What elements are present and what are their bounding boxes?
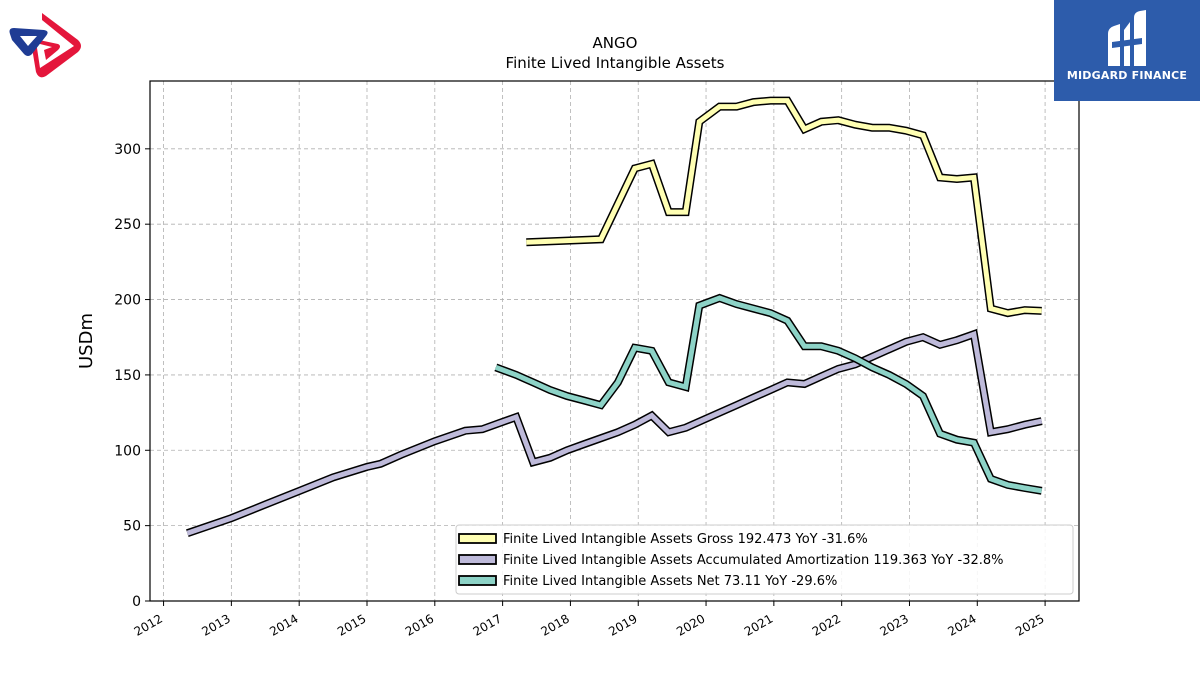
x-tick-label: 2024	[945, 611, 978, 638]
legend-box	[455, 524, 1074, 595]
y-axis: 0 50 100 150 200 250 300	[114, 142, 150, 610]
y-tick-label: 150	[114, 368, 141, 384]
series-1	[526, 96, 1042, 318]
x-tick-label: 2021	[742, 611, 775, 638]
chart-title: ANGO	[593, 34, 638, 52]
chart-subtitle: Finite Lived Intangible Assets	[506, 54, 725, 72]
x-tick-label: 2017	[471, 611, 504, 638]
x-tick-label: 2019	[606, 611, 639, 638]
legend-swatch	[458, 554, 497, 565]
x-tick-label: 2016	[403, 611, 436, 638]
x-tick-label: 2020	[674, 611, 707, 638]
legend-swatch	[458, 533, 497, 544]
left-logo-icon	[6, 10, 84, 84]
legend-label: Finite Lived Intangible Assets Accumulat…	[503, 553, 1004, 568]
y-tick-label: 50	[123, 519, 141, 535]
y-tick-label: 100	[114, 443, 141, 459]
x-tick-label: 2015	[335, 611, 368, 638]
x-axis: 2012 2013 2014 2015 2016 2017 2018 2019 2020 2021…	[132, 601, 1047, 639]
legend-label: Finite Lived Intangible Assets Gross 192…	[503, 532, 868, 547]
y-tick-label: 0	[132, 594, 141, 610]
plot-frame	[149, 80, 1080, 602]
series-outline	[526, 96, 1042, 318]
series-line	[186, 330, 1043, 536]
y-tick-label: 200	[114, 293, 141, 309]
y-tick-label: 250	[114, 217, 141, 233]
brand-logo: MIDGARD FINANCE	[1054, 0, 1200, 101]
x-tick-label: 2014	[267, 611, 300, 638]
x-tick-label: 2018	[538, 611, 571, 638]
legend-label: Finite Lived Intangible Assets Net 73.11…	[503, 574, 837, 589]
x-tick-label: 2013	[199, 611, 232, 638]
y-axis-label: USDm	[76, 313, 97, 369]
series-3	[494, 293, 1043, 495]
series-line	[526, 98, 1042, 316]
y-tick-label: 300	[114, 142, 141, 158]
brand-name: MIDGARD FINANCE	[1066, 69, 1188, 82]
x-tick-label: 2023	[878, 611, 911, 638]
series-line	[494, 295, 1043, 494]
x-tick-label: 2025	[1013, 611, 1046, 638]
series-layer	[186, 96, 1043, 537]
legend: Finite Lived Intangible Assets Gross 192…	[455, 524, 1074, 595]
x-tick-label: 2022	[810, 611, 843, 638]
x-tick-label: 2012	[132, 611, 165, 638]
midgard-logo-icon	[1108, 10, 1146, 66]
legend-swatch	[458, 575, 497, 586]
series-2	[186, 328, 1043, 537]
